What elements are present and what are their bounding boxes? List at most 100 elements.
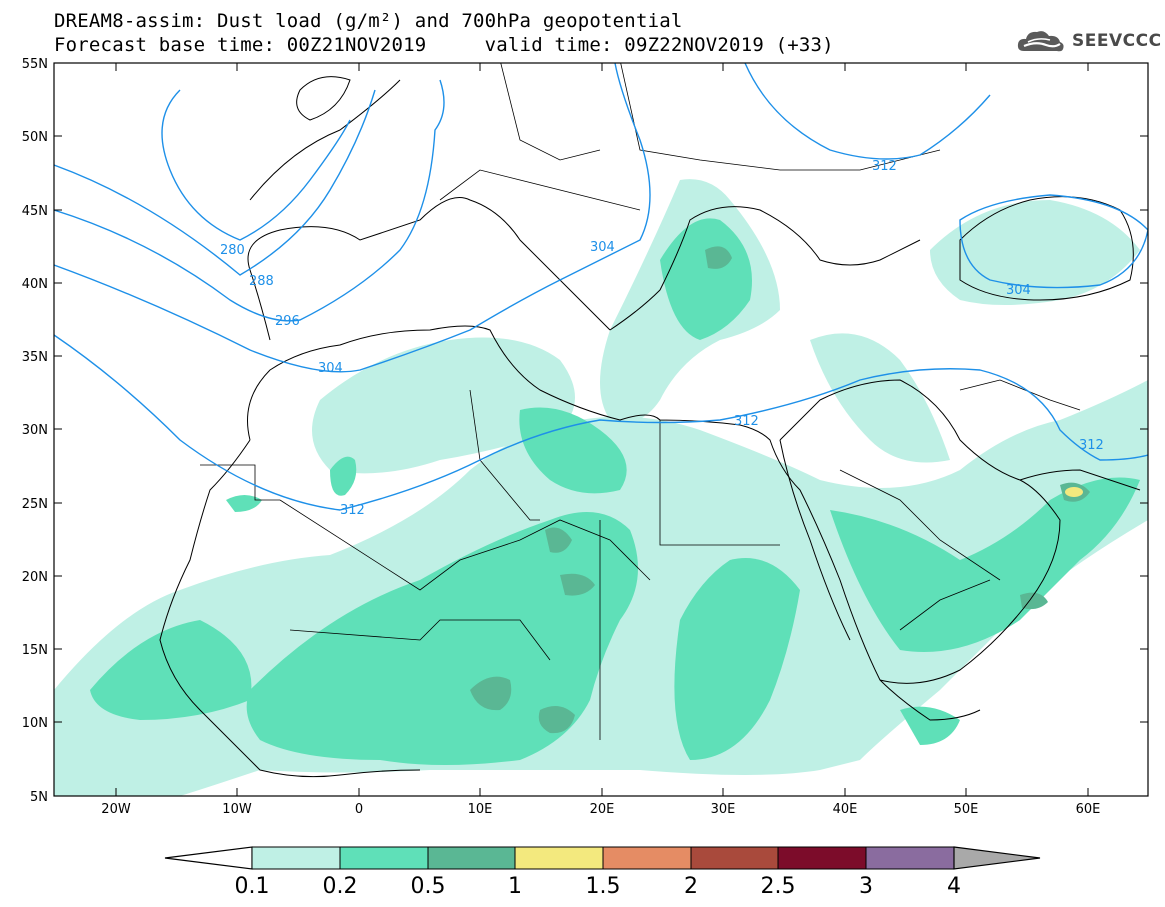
contour-labels: 280 288 296 304 304 312 312 312 312 304 xyxy=(220,159,1104,518)
border-algeria-libya xyxy=(469,389,540,521)
colorbar-box-7 xyxy=(865,846,955,870)
dust-dark-area-oman xyxy=(1020,592,1048,610)
latitude-axis: 55N 50N 45N 40N 35N 30N 25N 20N 15N 10N … xyxy=(22,57,1148,805)
lat-label-40n: 40N xyxy=(22,277,48,292)
border-sahel xyxy=(289,619,551,661)
lon-label-10w: 10W xyxy=(222,802,252,817)
colorbar-box-3 xyxy=(514,846,604,870)
coast-iberia-italy xyxy=(247,197,611,341)
contour-312-south xyxy=(54,334,1148,511)
colorbar-box-5 xyxy=(690,846,779,870)
contour-label-304-balkans: 304 xyxy=(590,240,615,255)
lat-label-35n: 35N xyxy=(22,350,48,365)
dust-shading xyxy=(54,179,1148,796)
dust-light-area-caspian xyxy=(930,200,1140,305)
lat-label-15n: 15N xyxy=(22,643,48,658)
lon-label-0: 0 xyxy=(355,802,363,817)
seevccc-logo: SEEVCCC xyxy=(1016,26,1162,56)
colorbar-box-1 xyxy=(339,846,429,870)
lat-label-45n: 45N xyxy=(22,204,48,219)
colorbar-label-7: 3 xyxy=(859,874,873,899)
lon-label-10e: 10E xyxy=(468,802,493,817)
geopotential-contours xyxy=(54,63,1148,511)
border-central-europe xyxy=(500,63,601,161)
colorbar-label-4: 1.5 xyxy=(586,874,621,899)
lat-label-20n: 20N xyxy=(22,570,48,585)
coast-france-uk xyxy=(249,79,401,201)
dust-hotspot xyxy=(1065,487,1083,497)
contour-label-280: 280 xyxy=(220,243,245,258)
contour-280 xyxy=(161,89,351,241)
coast-west-africa xyxy=(159,439,421,778)
contour-288 xyxy=(54,89,376,276)
lat-label-30n: 30N xyxy=(22,423,48,438)
dust-dark-area-niger xyxy=(545,527,572,553)
coast-uk xyxy=(296,76,351,121)
longitude-axis: 20W 10W 0 10E 20E 30E 40E 50E 60E xyxy=(101,63,1100,817)
map-title: DREAM8-assim: Dust load (g/m²) and 700hP… xyxy=(54,10,683,32)
border-egypt-sudan xyxy=(659,420,780,546)
colorbar-label-3: 1 xyxy=(508,874,522,899)
contour-label-312-sahara: 312 xyxy=(340,503,365,518)
colorbar-label-0: 0.1 xyxy=(235,874,270,899)
colorbar-label-2: 0.5 xyxy=(411,874,446,899)
contour-304-east xyxy=(959,194,1148,289)
contour-label-312-egypt: 312 xyxy=(734,414,759,429)
colorbar-label-6: 2.5 xyxy=(761,874,796,899)
contour-296 xyxy=(54,79,445,322)
border-alps xyxy=(439,169,641,211)
dust-medium-area-sudan xyxy=(674,558,800,760)
logo-text: SEEVCCC xyxy=(1072,31,1162,51)
dust-medium-area-libya xyxy=(519,407,627,494)
contour-label-296: 296 xyxy=(275,314,300,329)
dust-medium-area-sahara-west xyxy=(226,495,262,512)
dust-light-area-north-africa xyxy=(312,337,575,474)
coast-arabia-north xyxy=(779,379,1141,491)
lon-label-30e: 30E xyxy=(711,802,736,817)
colorbar-arrow-high xyxy=(953,846,1041,870)
contour-label-288: 288 xyxy=(249,274,274,289)
colorbar-label-5: 2 xyxy=(684,874,698,899)
coast-red-sea xyxy=(779,439,851,641)
lon-label-50e: 50E xyxy=(954,802,979,817)
dust-dark-area-aegean xyxy=(705,246,732,269)
contour-label-304-morocco: 304 xyxy=(318,361,343,376)
lat-label-55n: 55N xyxy=(22,57,48,72)
lon-label-40e: 40E xyxy=(833,802,858,817)
lon-label-20e: 20E xyxy=(590,802,615,817)
dust-medium-area-arabia xyxy=(830,477,1140,652)
dust-medium-area-somalia xyxy=(900,706,960,745)
border-sahara-south xyxy=(279,499,651,591)
contour-304-west xyxy=(54,63,651,373)
dust-light-area-iraq xyxy=(810,333,950,463)
border-yemen xyxy=(899,579,991,631)
colorbar-label-1: 0.2 xyxy=(323,874,358,899)
border-western-sahara xyxy=(200,464,280,501)
contour-label-304-caspian: 304 xyxy=(1006,283,1031,298)
coast-balkans-turkey xyxy=(609,206,921,331)
lat-label-25n: 25N xyxy=(22,497,48,512)
contour-312-north xyxy=(744,63,991,160)
colorbar-box-0 xyxy=(251,846,341,870)
dust-medium-area-algeria xyxy=(330,456,357,496)
lon-label-60e: 60E xyxy=(1076,802,1101,817)
border-eastern-europe xyxy=(620,63,941,171)
contour-label-312-north: 312 xyxy=(872,159,897,174)
lat-label-5n: 5N xyxy=(30,790,48,805)
contour-label-312-iran: 312 xyxy=(1079,438,1104,453)
dust-dark-area-chad xyxy=(538,706,575,734)
country-borders xyxy=(200,63,1081,740)
border-iran xyxy=(959,379,1081,411)
lat-label-50n: 50N xyxy=(22,130,48,145)
colorbar: 0.1 0.2 0.5 1 1.5 2 2.5 3 4 xyxy=(164,846,1041,899)
colorbar-box-4 xyxy=(602,846,692,870)
border-saudi xyxy=(839,469,1001,581)
coast-black-caspian xyxy=(959,196,1134,301)
lat-label-10n: 10N xyxy=(22,716,48,731)
lon-label-20w: 20W xyxy=(101,802,131,817)
colorbar-box-6 xyxy=(777,846,867,870)
colorbar-box-2 xyxy=(427,846,516,870)
cloud-logo-icon xyxy=(1017,31,1064,52)
dust-medium-area-central xyxy=(246,512,638,765)
